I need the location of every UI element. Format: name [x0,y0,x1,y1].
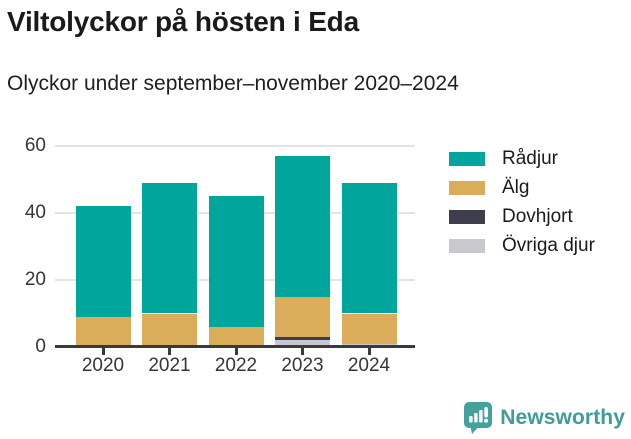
page-subtitle: Olyckor under september–november 2020–20… [7,72,459,95]
bar-segment-alg-2021 [142,313,197,347]
brand-name: Newsworthy [500,405,625,429]
y-axis-tick-label: 20 [24,269,46,290]
x-axis-tick [367,348,371,355]
legend-swatch-radjur [449,151,485,166]
bar-segment-radjur-2021 [142,182,197,314]
legend-label: Älg [502,176,530,198]
x-axis-label-2022: 2022 [214,355,258,376]
bar-segment-ovriga-djur-2023 [275,340,330,347]
legend: Rådjur Älg Dovhjort Övriga djur [449,144,595,260]
footer-logo[interactable]: Newsworthy [463,401,625,434]
legend-swatch-ovriga-djur [449,238,485,253]
bar-segment-radjur-2020 [75,206,131,317]
bar-segment-alg-2024 [341,313,397,344]
legend-label: Dovhjort [502,205,573,227]
bar-segment-alg-2023 [275,296,330,337]
x-axis-tick [234,348,238,355]
bar-segment-radjur-2023 [275,156,330,297]
speech-bubble-shape [464,402,493,434]
bar-chart-speech-bubble-icon [464,402,493,434]
chart-region: 0 20 40 60 2020 2021 2022 2023 2024 [0,130,440,390]
page-title: Viltolyckor på hösten i Eda [7,6,359,37]
x-axis-label-2020: 2020 [81,355,125,376]
legend-item-dovhjort: Dovhjort [449,202,595,231]
legend-swatch-alg [449,180,485,195]
x-axis-tick [301,348,304,355]
bar-segment-dovhjort-2023 [275,336,330,341]
x-axis-label-2021: 2021 [148,355,191,376]
x-axis-label-2023: 2023 [281,355,324,376]
bar-segment-alg-2022 [208,326,264,347]
bar-segment-radjur-2024 [341,182,397,314]
bar-segment-radjur-2022 [208,196,264,327]
y-axis-tick-label: 0 [35,336,46,357]
legend-item-radjur: Rådjur [449,144,595,173]
gridline [55,145,415,147]
x-axis-label-2024: 2024 [347,355,391,376]
legend-swatch-dovhjort [449,209,485,224]
y-axis-tick-label: 40 [24,202,46,223]
legend-item-ovriga-djur: Övriga djur [449,231,595,260]
bar-segment-alg-2020 [75,316,131,347]
x-axis-line [55,345,415,348]
legend-label: Övriga djur [502,234,595,256]
x-axis-tick [168,348,171,355]
legend-item-alg: Älg [449,173,595,202]
x-axis-tick [101,348,105,355]
legend-label: Rådjur [502,147,558,169]
y-axis-tick-label: 60 [24,135,46,156]
